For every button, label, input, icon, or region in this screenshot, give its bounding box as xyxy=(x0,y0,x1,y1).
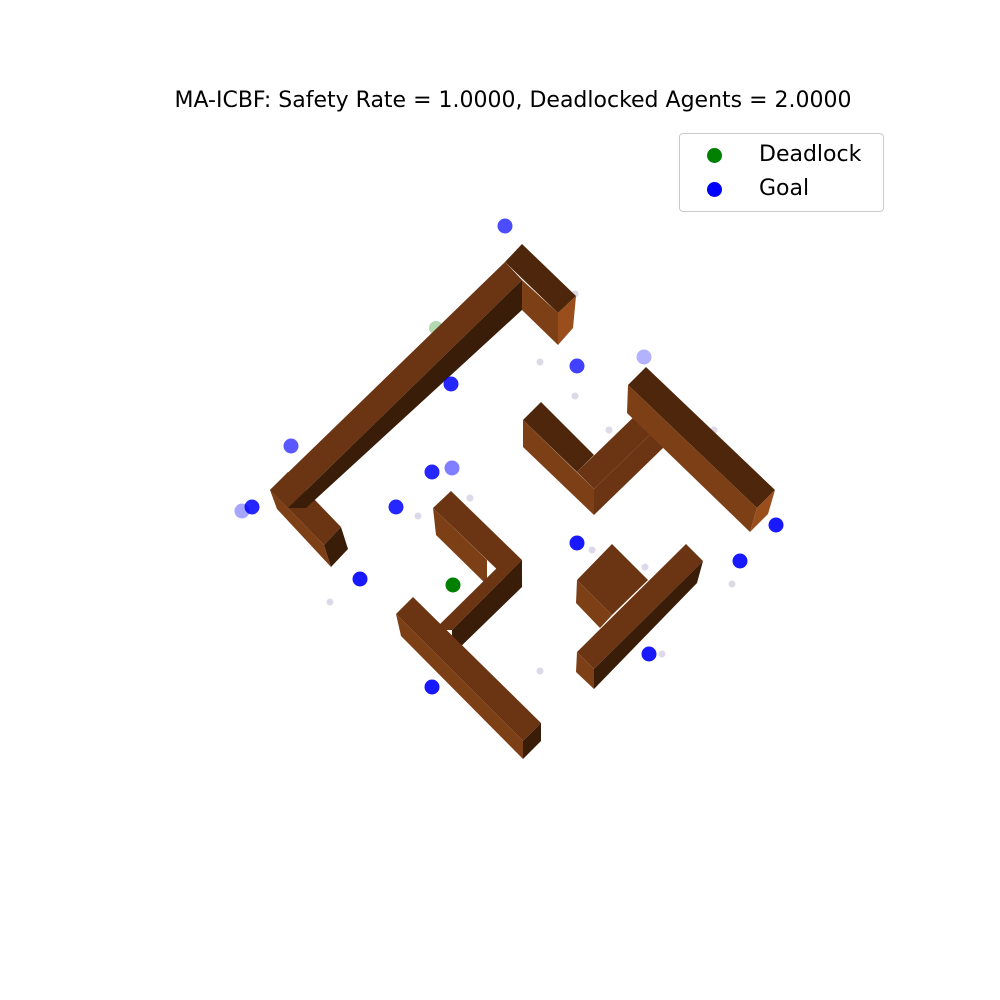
trace-point xyxy=(641,563,649,571)
wall-side xyxy=(288,280,522,508)
goal-point xyxy=(444,460,460,476)
wall-top xyxy=(523,402,594,472)
wall-v-shape xyxy=(523,367,775,532)
wall-front xyxy=(627,385,757,532)
trajectory-points xyxy=(326,290,736,675)
goal-point xyxy=(569,535,585,551)
goal-point xyxy=(424,679,440,695)
wall-top xyxy=(628,367,775,508)
goal-point xyxy=(636,349,652,365)
goal-point xyxy=(283,438,299,454)
goal-point xyxy=(424,464,440,480)
trace-point xyxy=(326,598,334,606)
wall-top xyxy=(270,262,522,508)
legend-label-deadlock: Deadlock xyxy=(759,142,862,167)
wall-front xyxy=(396,614,523,759)
legend-marker-goal xyxy=(707,182,722,197)
wall-side xyxy=(594,422,663,515)
wall-side xyxy=(523,723,541,759)
wall-top xyxy=(434,560,522,630)
trace-point xyxy=(605,426,613,434)
goal-point xyxy=(388,499,404,515)
wall-side xyxy=(558,296,576,345)
trace-point xyxy=(728,580,736,588)
wall-front xyxy=(270,490,331,567)
wall-front xyxy=(433,508,487,585)
goal-point xyxy=(352,571,368,587)
wall-top xyxy=(433,491,522,577)
wall-side xyxy=(452,560,522,655)
goal-point xyxy=(768,517,784,533)
trace-point xyxy=(658,650,666,658)
wall-top xyxy=(577,544,648,615)
goal-point xyxy=(244,499,260,515)
legend: Deadlock Goal xyxy=(679,133,884,212)
wall-front xyxy=(522,280,558,345)
goal-point xyxy=(443,376,459,392)
wall-front xyxy=(576,580,612,628)
trace-point xyxy=(588,546,596,554)
wall-side xyxy=(324,527,348,567)
legend-label-goal: Goal xyxy=(759,176,810,201)
chart-title: MA-ICBF: Safety Rate = 1.0000, Deadlocke… xyxy=(174,88,852,113)
trace-point xyxy=(571,392,579,400)
trace-point xyxy=(536,358,544,366)
trace-point xyxy=(536,667,544,675)
wall-top xyxy=(396,597,541,741)
wall-front xyxy=(576,652,594,689)
wall-side xyxy=(750,490,775,532)
trace-point xyxy=(466,494,474,502)
wall-top xyxy=(505,244,576,313)
wall-top xyxy=(577,544,703,669)
wall-side xyxy=(594,561,703,689)
goal-point xyxy=(732,553,748,569)
legend-marker-deadlock xyxy=(707,148,722,163)
goal-agents xyxy=(234,218,784,695)
deadlock-point xyxy=(445,577,461,593)
wall-large-l xyxy=(270,244,576,567)
goal-point xyxy=(497,218,513,234)
wall-block-bar xyxy=(576,544,703,689)
wall-zigzag xyxy=(396,491,541,759)
wall-top xyxy=(270,472,341,545)
goal-point xyxy=(569,358,585,374)
goal-point xyxy=(641,646,657,662)
trace-point xyxy=(414,512,422,520)
wall-front xyxy=(523,420,594,515)
